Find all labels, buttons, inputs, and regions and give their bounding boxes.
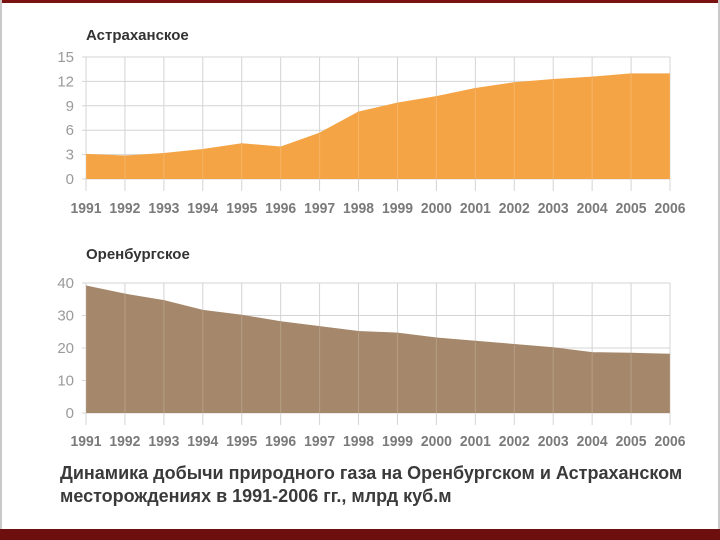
astrakhan-x-tick-label: 1991: [71, 200, 102, 217]
astrakhan-x-tick-label: 1998: [343, 200, 374, 217]
orenburg-x-tick-label: 2004: [577, 433, 609, 450]
orenburg-x-tick-label: 1995: [226, 433, 257, 450]
astrakhan-y-tick-label: 6: [66, 122, 74, 139]
charts-canvas: Астраханское 0 3 6 9 12 15 1991 1992 1993 1994 1995…: [57, 27, 686, 450]
orenburg-y-tick-label: 20: [57, 340, 74, 357]
orenburg-y-tick-label: 10: [57, 373, 74, 390]
astrakhan-area: [86, 74, 670, 179]
orenburg-x-tick-label: 1998: [343, 433, 374, 450]
astrakhan-series-line: [85, 73, 670, 157]
orenburg-x-tick-label: 2001: [460, 433, 491, 450]
orenburg-area: [86, 286, 670, 413]
astrakhan-chart-title: Астраханское: [86, 27, 189, 44]
orenburg-series-line: [85, 285, 671, 356]
astrakhan-x-tick-label: 1999: [382, 200, 413, 217]
astrakhan-x-tick-label: 1997: [304, 200, 335, 217]
orenburg-x-tick-label: 2002: [499, 433, 530, 450]
astrakhan-x-tick-label: 2002: [499, 200, 530, 217]
astrakhan-x-tick-label: 1996: [265, 200, 296, 217]
orenburg-y-tick-label: 30: [57, 308, 74, 325]
orenburg-x-tick-label: 1999: [382, 433, 413, 450]
astrakhan-y-tick-label: 0: [66, 171, 74, 188]
astrakhan-x-tick-label: 1994: [187, 200, 219, 217]
astrakhan-x-tick-label: 2003: [538, 200, 569, 217]
orenburg-y-tick-label: 40: [57, 275, 74, 292]
bottom-bar: [0, 529, 720, 540]
orenburg-x-tick-label: 1993: [148, 433, 179, 450]
astrakhan-x-tick-label: 2006: [655, 200, 686, 217]
astrakhan-x-tick-label: 1992: [109, 200, 140, 217]
left-border: [0, 0, 2, 540]
astrakhan-x-tick-label: 2005: [616, 200, 647, 217]
astrakhan-y-tick-label: 15: [57, 49, 74, 66]
astrakhan-x-tick-label: 1995: [226, 200, 257, 217]
right-border: [718, 0, 720, 540]
astrakhan-x-tick-label: 2000: [421, 200, 452, 217]
astrakhan-y-tick-label: 3: [66, 147, 74, 164]
orenburg-x-tick-label: 2006: [655, 433, 686, 450]
astrakhan-x-tick-label: 2004: [577, 200, 609, 217]
orenburg-x-tick-label: 2003: [538, 433, 569, 450]
top-border: [0, 0, 720, 3]
astrakhan-x-tick-label: 2001: [460, 200, 491, 217]
orenburg-x-tick-label: 1997: [304, 433, 335, 450]
orenburg-y-tick-label: 0: [66, 405, 74, 422]
orenburg-x-tick-label: 1992: [109, 433, 140, 450]
astrakhan-x-tick-label: 1993: [148, 200, 179, 217]
orenburg-x-tick-label: 1991: [71, 433, 102, 450]
orenburg-x-tick-label: 2005: [616, 433, 647, 450]
orenburg-x-tick-label: 1996: [265, 433, 296, 450]
astrakhan-y-tick-label: 9: [66, 98, 74, 115]
astrakhan-y-tick-label: 12: [57, 73, 74, 90]
orenburg-x-tick-label: 2000: [421, 433, 452, 450]
figure-caption: Динамика добычи природного газа на Оренб…: [60, 463, 683, 506]
orenburg-chart-title: Оренбургское: [86, 246, 190, 263]
orenburg-x-tick-label: 1994: [187, 433, 219, 450]
